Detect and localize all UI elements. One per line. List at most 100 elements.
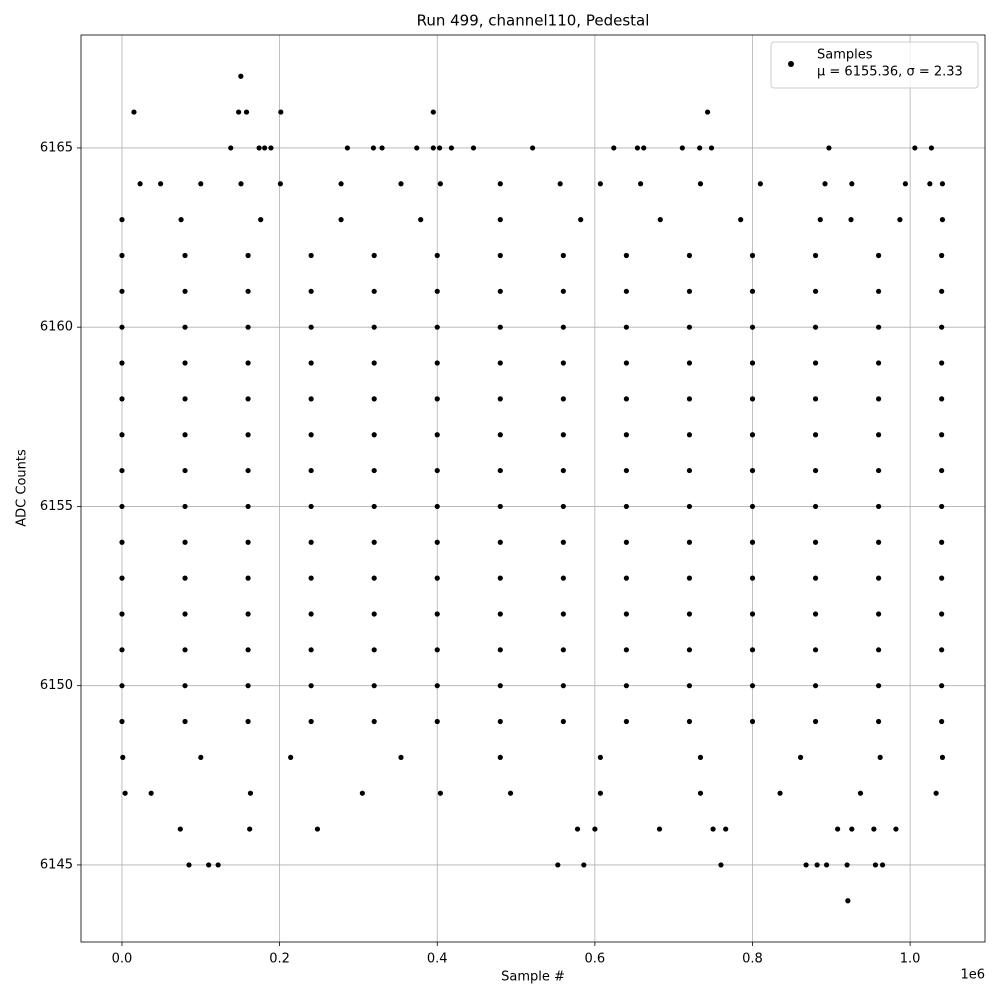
point bbox=[371, 718, 377, 725]
point bbox=[560, 718, 566, 725]
point bbox=[308, 288, 314, 294]
point bbox=[186, 862, 192, 868]
point bbox=[718, 862, 724, 868]
point bbox=[876, 324, 882, 330]
point bbox=[277, 181, 284, 187]
y-tick-label: 6145 bbox=[40, 857, 73, 872]
point bbox=[268, 145, 274, 151]
point bbox=[871, 826, 877, 832]
point bbox=[371, 252, 377, 259]
point bbox=[749, 539, 756, 545]
point bbox=[879, 862, 886, 868]
point bbox=[876, 575, 882, 581]
point bbox=[641, 145, 647, 151]
point bbox=[238, 181, 244, 187]
point bbox=[708, 145, 715, 151]
point bbox=[359, 790, 365, 796]
point bbox=[497, 718, 503, 725]
point bbox=[430, 145, 436, 151]
point bbox=[228, 145, 234, 151]
point bbox=[247, 826, 253, 832]
point bbox=[119, 288, 125, 294]
point bbox=[928, 145, 935, 151]
point bbox=[434, 683, 440, 689]
x-axis-label: Sample # bbox=[501, 970, 565, 985]
point bbox=[371, 396, 377, 402]
points bbox=[119, 73, 946, 904]
point bbox=[398, 181, 404, 187]
point bbox=[939, 360, 945, 366]
point bbox=[597, 790, 603, 796]
point bbox=[814, 862, 820, 868]
point bbox=[777, 790, 783, 796]
point bbox=[497, 683, 503, 689]
point bbox=[119, 611, 125, 617]
legend: Samples μ = 6155.36, σ = 2.33 bbox=[770, 41, 979, 89]
point bbox=[245, 288, 251, 294]
point bbox=[308, 718, 314, 725]
point bbox=[437, 181, 443, 187]
point bbox=[560, 503, 566, 510]
point bbox=[574, 826, 581, 832]
point bbox=[371, 288, 377, 294]
point bbox=[308, 575, 314, 581]
point bbox=[876, 360, 882, 366]
point bbox=[679, 145, 685, 151]
point bbox=[749, 718, 756, 725]
point bbox=[497, 252, 503, 259]
point bbox=[119, 718, 125, 725]
point bbox=[182, 252, 188, 259]
point bbox=[686, 503, 693, 510]
point bbox=[182, 396, 188, 402]
point bbox=[245, 611, 251, 617]
point bbox=[131, 109, 137, 115]
point bbox=[686, 718, 693, 725]
point bbox=[119, 360, 125, 366]
point bbox=[623, 539, 629, 545]
point bbox=[371, 575, 377, 581]
point bbox=[749, 396, 756, 402]
point bbox=[308, 647, 314, 653]
point bbox=[497, 288, 503, 294]
point bbox=[560, 539, 566, 545]
point bbox=[803, 862, 809, 868]
point bbox=[497, 181, 503, 187]
point bbox=[245, 252, 251, 259]
point bbox=[812, 539, 819, 545]
point bbox=[656, 826, 663, 832]
point bbox=[738, 217, 744, 223]
point bbox=[557, 181, 563, 187]
point bbox=[245, 575, 251, 581]
point bbox=[258, 217, 264, 223]
point bbox=[812, 467, 819, 474]
point bbox=[686, 324, 693, 330]
point bbox=[530, 145, 536, 151]
x-tick-label: 0.8 bbox=[742, 952, 763, 967]
point bbox=[555, 862, 561, 868]
point bbox=[434, 324, 440, 330]
point bbox=[749, 575, 756, 581]
point bbox=[245, 467, 251, 474]
point bbox=[414, 145, 420, 151]
point bbox=[177, 826, 183, 832]
point bbox=[876, 647, 882, 653]
point bbox=[623, 683, 629, 689]
point bbox=[876, 467, 882, 474]
point bbox=[939, 539, 945, 545]
point bbox=[308, 396, 314, 402]
point bbox=[288, 754, 294, 760]
point bbox=[939, 683, 945, 689]
point bbox=[497, 611, 503, 617]
point bbox=[623, 467, 629, 474]
point bbox=[686, 539, 693, 545]
point bbox=[560, 611, 566, 617]
point bbox=[434, 503, 440, 510]
point bbox=[119, 217, 125, 223]
point bbox=[245, 718, 251, 725]
x-tick-label: 1.0 bbox=[900, 952, 921, 967]
point bbox=[939, 754, 946, 760]
point bbox=[812, 288, 819, 294]
point bbox=[876, 539, 882, 545]
point bbox=[119, 575, 125, 581]
point bbox=[470, 145, 477, 151]
